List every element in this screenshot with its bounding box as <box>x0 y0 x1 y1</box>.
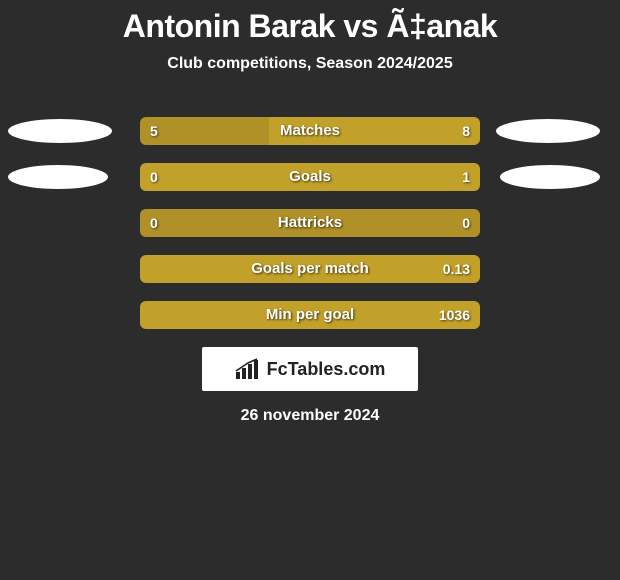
bar-chart-icon <box>235 358 263 380</box>
brand-name: FcTables.com <box>267 359 386 380</box>
stat-label: Min per goal <box>140 301 480 329</box>
comparison-infographic: Antonin Barak vs Ã‡anak Club competition… <box>0 0 620 580</box>
stat-label: Hattricks <box>140 209 480 237</box>
stat-row: 1036Min per goal <box>0 301 620 329</box>
stat-label: Matches <box>140 117 480 145</box>
brand-logo-box: FcTables.com <box>202 347 418 391</box>
right-ellipse <box>500 165 600 189</box>
right-ellipse <box>496 119 600 143</box>
stat-row: 00Hattricks <box>0 209 620 237</box>
stat-label: Goals <box>140 163 480 191</box>
stat-rows: 58Matches 01Goals 00Hattricks 0.13Goals per… <box>0 117 620 329</box>
stat-row: 0.13Goals per match <box>0 255 620 283</box>
stat-row: 01Goals <box>0 163 620 191</box>
snapshot-date: 26 november 2024 <box>0 407 620 425</box>
left-ellipse <box>8 165 108 189</box>
left-ellipse <box>8 119 112 143</box>
stat-label: Goals per match <box>140 255 480 283</box>
page-title: Antonin Barak vs Ã‡anak <box>0 0 620 45</box>
page-subtitle: Club competitions, Season 2024/2025 <box>0 55 620 73</box>
stat-row: 58Matches <box>0 117 620 145</box>
